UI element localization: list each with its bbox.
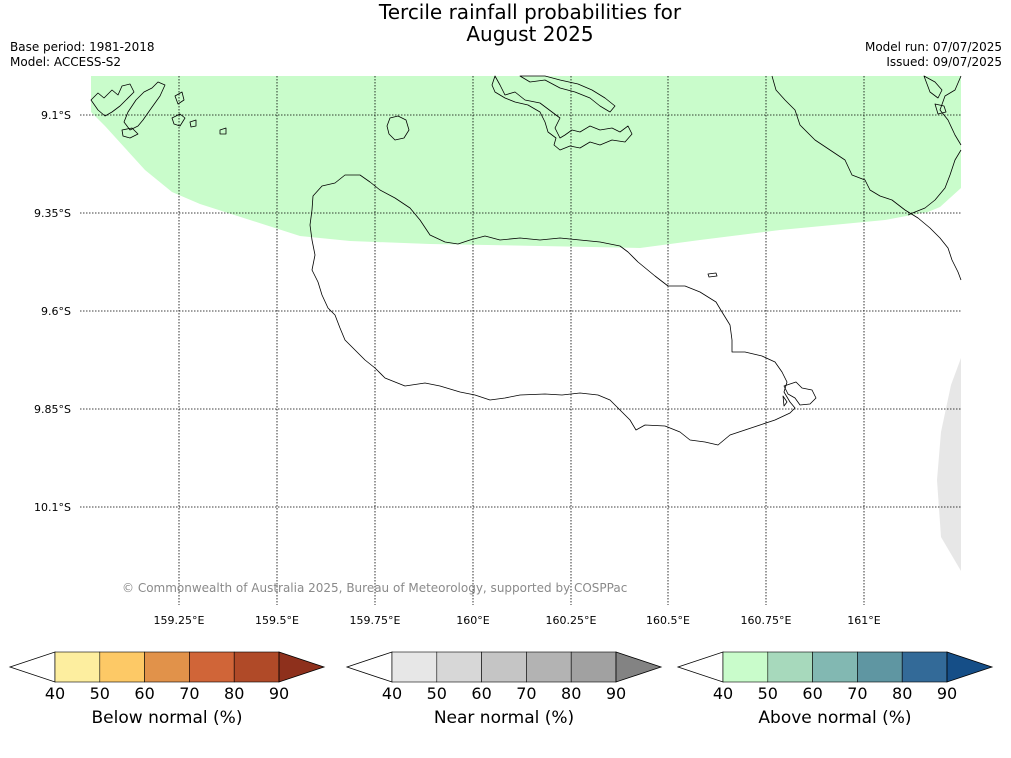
copyright-notice: © Commonwealth of Australia 2025, Bureau… bbox=[122, 581, 627, 595]
colorbar-above-tick: 90 bbox=[937, 684, 957, 703]
russell-islands-coastline bbox=[90, 83, 135, 117]
colorbar-near-low-extend bbox=[345, 651, 393, 683]
lat-label-9-85: 9.85°S bbox=[34, 403, 71, 416]
colorbar-above-segment bbox=[767, 651, 813, 683]
colorbar-near-segment bbox=[391, 651, 438, 683]
russell-islet-b-coastline bbox=[174, 91, 185, 105]
colorbar-near-high-extend bbox=[615, 651, 663, 683]
colorbar-near-segment bbox=[436, 651, 482, 683]
colorbar-above-segment bbox=[812, 651, 858, 683]
malaita-islet-b-coastline bbox=[934, 103, 947, 115]
colorbar-above-segment bbox=[722, 651, 769, 683]
islet-coastline bbox=[707, 272, 718, 278]
lat-label-9-1: 9.1°S bbox=[41, 109, 71, 122]
colorbars: 40 50 60 70 80 90 40 50 60 70 80 90 40 50 60 70 80 90 bbox=[8, 651, 994, 703]
lon-label-161: 161°E bbox=[847, 614, 880, 627]
colorbar-above-tick: 40 bbox=[713, 684, 733, 703]
lon-label-160-5: 160.5°E bbox=[646, 614, 690, 627]
marau-islands-coastline bbox=[782, 381, 817, 407]
colorbar-near-segment bbox=[526, 651, 572, 683]
colorbar-below: 40 50 60 70 80 90 bbox=[8, 651, 326, 703]
colorbar-above-tick: 70 bbox=[847, 684, 867, 703]
colorbar-label-above: Above normal (%) bbox=[758, 708, 912, 728]
colorbar-below-segment bbox=[99, 651, 145, 683]
colorbar-near-tick: 60 bbox=[471, 684, 491, 703]
lon-label-160-25: 160.25°E bbox=[546, 614, 597, 627]
colorbar-below-tick: 60 bbox=[134, 684, 154, 703]
colorbar-near-segment bbox=[570, 651, 617, 683]
gridlines bbox=[80, 76, 961, 605]
colorbar-above-segment bbox=[857, 651, 903, 683]
colorbar-above-tick: 80 bbox=[892, 684, 912, 703]
colorbar-below-low-extend bbox=[8, 651, 56, 683]
lat-label-10-1: 10.1°S bbox=[34, 501, 71, 514]
colorbar-below-tick: 40 bbox=[45, 684, 65, 703]
colorbar-below-tick: 70 bbox=[179, 684, 199, 703]
coastlines bbox=[90, 75, 962, 446]
colorbar-near: 40 50 60 70 80 90 bbox=[345, 651, 663, 703]
map-title-line1: Tercile rainfall probabilities for bbox=[378, 0, 682, 24]
lon-label-160: 160°E bbox=[456, 614, 489, 627]
russell-islands-east-coastline bbox=[123, 81, 166, 131]
malaita-islet-a-coastline bbox=[923, 75, 943, 99]
colorbar-label-near: Near normal (%) bbox=[433, 708, 575, 728]
near-normal-region bbox=[937, 358, 961, 571]
colorbar-near-tick: 70 bbox=[516, 684, 536, 703]
colorbar-above-segment bbox=[901, 651, 948, 683]
russell-islet-a-coastline bbox=[171, 113, 186, 127]
savo-island-coastline bbox=[386, 115, 410, 141]
colorbar-label-below: Below normal (%) bbox=[91, 708, 243, 728]
colorbar-below-segment bbox=[189, 651, 235, 683]
issued-date: Issued: 09/07/2025 bbox=[886, 55, 1002, 69]
lat-label-9-35: 9.35°S bbox=[34, 207, 71, 220]
lon-label-159-75: 159.75°E bbox=[350, 614, 401, 627]
colorbar-above-low-extend bbox=[676, 651, 724, 683]
lat-label-9-6: 9.6°S bbox=[41, 305, 71, 318]
colorbar-below-segment bbox=[233, 651, 280, 683]
base-period: Base period: 1981-2018 bbox=[10, 40, 155, 54]
colorbar-below-segment bbox=[144, 651, 190, 683]
lon-label-160-75: 160.75°E bbox=[741, 614, 792, 627]
russell-islet-e-coastline bbox=[121, 127, 139, 139]
longitude-labels: 159.25°E 159.5°E 159.75°E 160°E 160.25°E… bbox=[154, 614, 881, 627]
model-run: Model run: 07/07/2025 bbox=[864, 40, 1002, 54]
colorbar-above-tick: 50 bbox=[758, 684, 778, 703]
russell-islet-c-coastline bbox=[189, 119, 197, 128]
colorbar-below-tick: 80 bbox=[224, 684, 244, 703]
florida-islands-north-coastline bbox=[519, 75, 616, 113]
colorbar-near-tick: 40 bbox=[382, 684, 402, 703]
colorbar-above: 40 50 60 70 80 90 bbox=[676, 651, 994, 703]
colorbar-near-tick: 80 bbox=[561, 684, 581, 703]
lon-label-159-25: 159.25°E bbox=[154, 614, 205, 627]
above-normal-region bbox=[91, 76, 961, 248]
colorbar-below-tick: 50 bbox=[90, 684, 110, 703]
guadalcanal-coastline bbox=[309, 174, 796, 446]
colorbar-below-high-extend bbox=[278, 651, 326, 683]
colorbar-above-tick: 60 bbox=[802, 684, 822, 703]
colorbar-near-segment bbox=[481, 651, 527, 683]
colorbar-near-tick: 50 bbox=[427, 684, 447, 703]
lon-label-159-5: 159.5°E bbox=[255, 614, 299, 627]
malaita-coastline bbox=[771, 75, 962, 281]
colorbar-near-tick: 90 bbox=[606, 684, 626, 703]
colorbar-below-tick: 90 bbox=[269, 684, 289, 703]
colorbar-above-high-extend bbox=[946, 651, 994, 683]
florida-islands-coastline bbox=[491, 75, 633, 151]
latitude-labels: 9.1°S 9.35°S 9.6°S 9.85°S 10.1°S bbox=[34, 109, 71, 514]
map-panel: 9.1°S 9.35°S 9.6°S 9.85°S 10.1°S 159.25°… bbox=[34, 75, 962, 627]
colorbar-below-segment bbox=[54, 651, 101, 683]
russell-islet-d-coastline bbox=[219, 127, 227, 135]
model-name: Model: ACCESS-S2 bbox=[10, 55, 122, 69]
map-title-line2: August 2025 bbox=[466, 22, 594, 46]
